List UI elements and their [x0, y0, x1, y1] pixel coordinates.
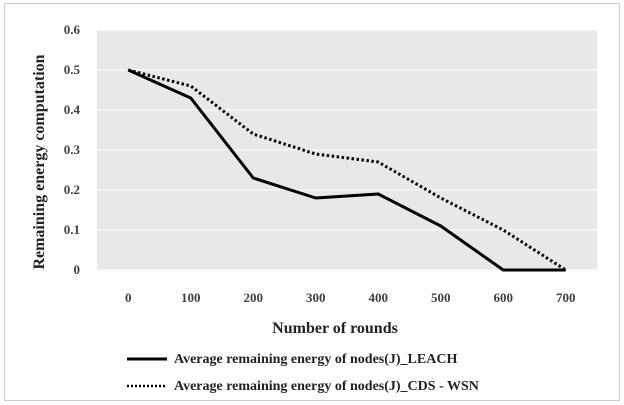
x-tick-label: 0: [125, 290, 132, 305]
x-tick-label: 600: [494, 290, 514, 305]
series-line-leach: [127, 68, 566, 272]
y-tick-label: 0.1: [64, 222, 80, 237]
legend-label-leach: Average remaining energy of nodes(J)_LEA…: [174, 352, 457, 367]
legend-label-cds-wsn: Average remaining energy of nodes(J)_CDS…: [174, 379, 479, 394]
x-tick-label: 700: [556, 290, 576, 305]
series-line-cds-wsn: [127, 68, 567, 272]
y-tick-label: 0.6: [64, 22, 81, 37]
gridlines: [97, 29, 597, 271]
y-tick-label: 0.5: [64, 62, 81, 77]
legend: Average remaining energy of nodes(J)_LEA…: [127, 352, 479, 394]
y-tick-label: 0.2: [64, 182, 80, 197]
x-tick-label: 200: [244, 290, 264, 305]
y-tick-labels: 0 0.1 0.2 0.3 0.4 0.5 0.6: [64, 22, 81, 277]
y-axis-title: Remaining energy computation: [31, 54, 48, 269]
x-tick-label: 400: [369, 290, 389, 305]
x-tick-labels: 0 100 200 300 400 500 600 700: [125, 290, 576, 305]
series-lines: [127, 68, 567, 272]
x-axis-title: Number of rounds: [272, 320, 398, 337]
x-tick-label: 100: [181, 290, 201, 305]
x-tick-label: 300: [306, 290, 326, 305]
x-tick-label: 500: [431, 290, 451, 305]
y-tick-label: 0.3: [64, 142, 81, 157]
y-tick-label: 0: [74, 262, 81, 277]
y-tick-label: 0.4: [64, 102, 81, 117]
